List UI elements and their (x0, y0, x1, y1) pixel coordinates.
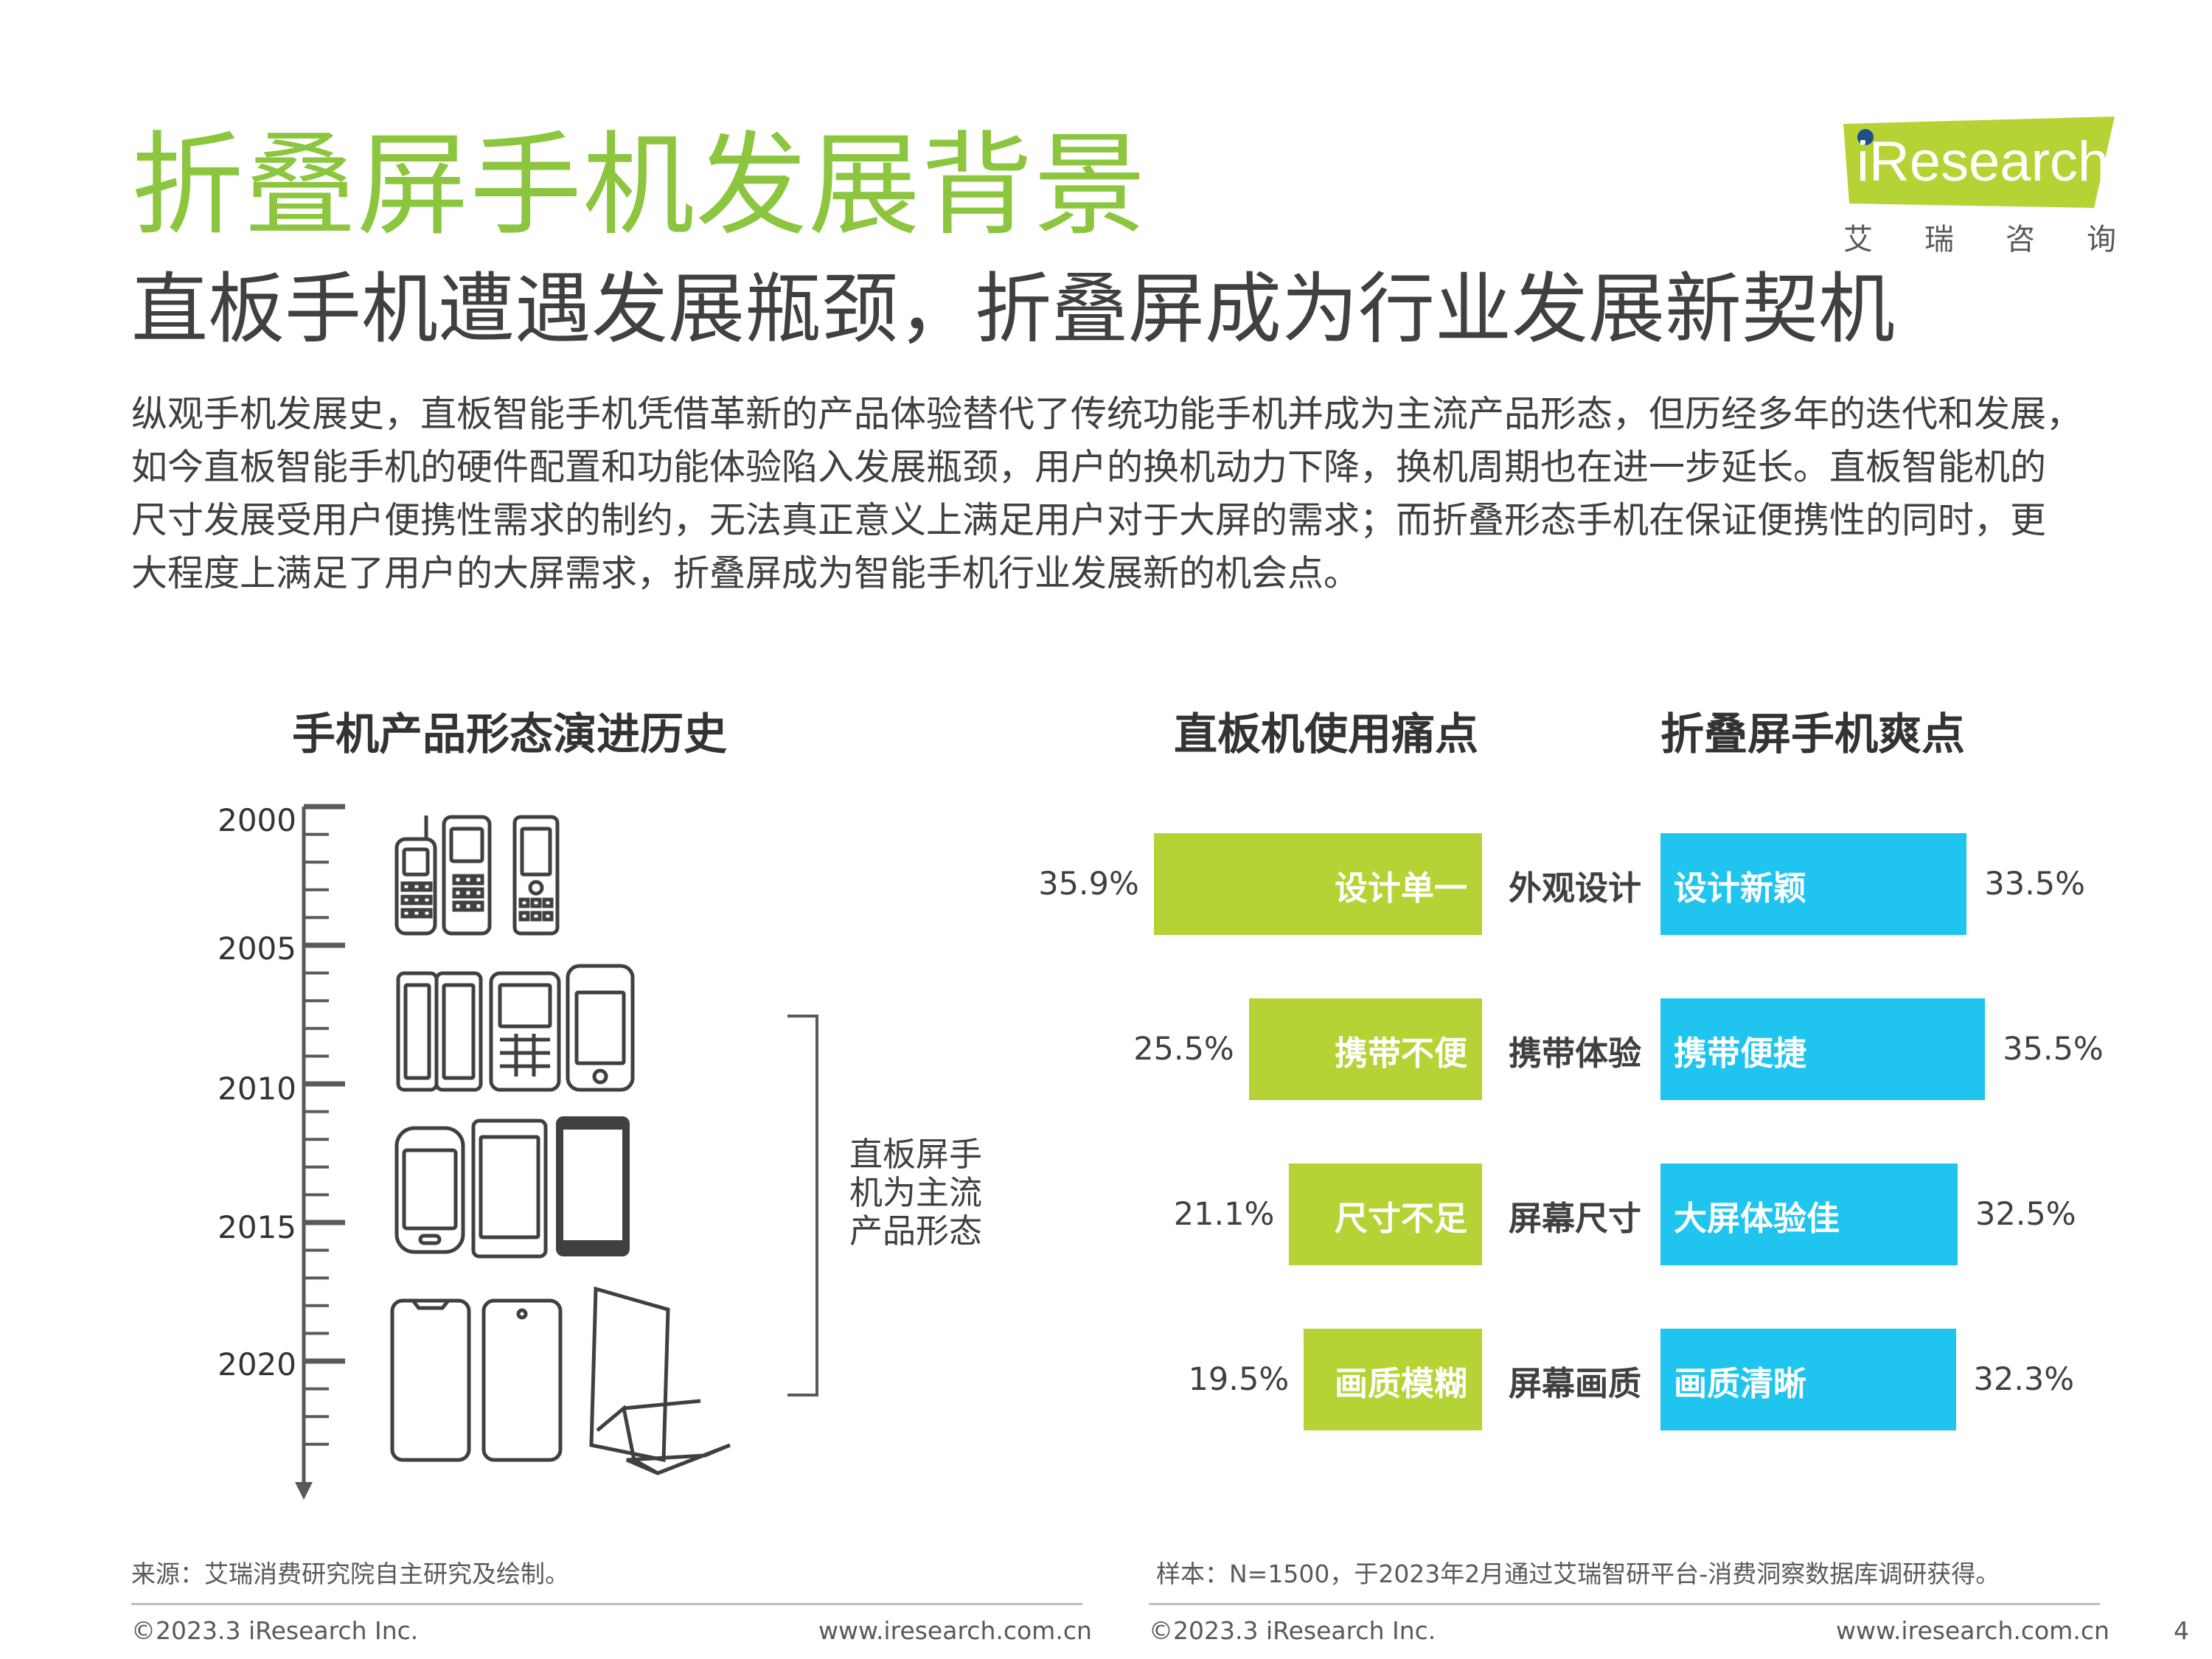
source-note: 来源：艾瑞消费研究院自主研究及绘制。 (131, 1559, 569, 1588)
flip-phone-icon (442, 815, 492, 936)
timeline-illustration (295, 804, 818, 1500)
logo-cn-char: 询 (2087, 223, 2116, 257)
copyright-right: ©2023.3 iResearch Inc. (1149, 1616, 1436, 1645)
pain-bar-label: 设计单一 (1334, 869, 1467, 908)
gain-value-label: 33.5% (1984, 866, 2085, 902)
category-label: 外观设计 (1509, 869, 1642, 908)
url-left[interactable]: www.iresearch.com.cn (818, 1616, 1092, 1645)
feature-phone-icon (394, 815, 437, 936)
logo-cn-char: 瑞 (1924, 223, 1954, 257)
page-subtitle: 直板手机遭遇发展瓶颈，折叠屏成为行业发展新契机 (131, 264, 1896, 354)
year-label: 2020 (218, 1346, 296, 1382)
year-label: 2010 (218, 1071, 296, 1107)
gain-bar (1660, 1164, 1958, 1265)
page-number: 4 (2174, 1616, 2189, 1645)
intro-line: 大程度上满足了用户的大屏需求，折叠屏成为智能手机行业发展新的机会点。 (131, 552, 1360, 594)
intro-paragraph: 纵观手机发展史，直板智能手机凭借革新的产品体验替代了传统功能手机并成为主流产品形… (131, 388, 2137, 600)
page-title: 折叠屏手机发展背景 (131, 120, 1147, 251)
pain-bar (1289, 1164, 1482, 1265)
year-label: 2015 (218, 1209, 296, 1245)
logo-cn-char: 艾 (1843, 223, 1873, 257)
pain-bar (1248, 998, 1482, 1100)
gain-bar-label: 大屏体验佳 (1674, 1199, 1840, 1238)
pain-bar-label: 画质模糊 (1334, 1364, 1467, 1403)
bracket-shape (787, 1015, 818, 1397)
bracket-label-line: 机为主流 (849, 1173, 983, 1212)
footer-divider-left (131, 1603, 1082, 1605)
pain-title: 直板机使用痛点 (1174, 709, 1479, 759)
year-label: 2000 (218, 802, 296, 838)
pain-value-label: 19.5% (1188, 1361, 1290, 1398)
fullscreen-phone-icon (556, 1116, 630, 1256)
gain-value-label: 32.3% (1973, 1361, 2075, 1398)
logo-cn-char: 咨 (2006, 223, 2035, 257)
gain-value-label: 35.5% (2003, 1031, 2104, 1068)
early-smartphone-icon (566, 964, 635, 1092)
pain-bar (1304, 1329, 1482, 1430)
sample-note: 样本：N=1500，于2023年2月通过艾瑞智研平台-消费洞察数据库调研获得。 (1156, 1559, 2000, 1588)
category-label: 携带体验 (1509, 1034, 1642, 1073)
gain-bar-label: 画质清晰 (1674, 1364, 1807, 1403)
logo-cn: 艾 瑞 咨 询 (1843, 215, 2116, 258)
bracket-label-line: 产品形态 (849, 1211, 983, 1251)
timeline-title: 手机产品形态演进历史 (292, 709, 728, 759)
gain-bar (1660, 833, 1967, 935)
intro-line: 如今直板智能手机的硬件配置和功能体验陷入发展瓶颈，用户的换机动力下降，换机周期也… (131, 446, 2047, 488)
candybar-phone-icon (512, 815, 560, 936)
intro-line: 尺寸发展受用户便携性需求的制约，无法真正意义上满足用户对于大屏的需求；而折叠形态… (131, 499, 2047, 541)
bracket-label: 直板屏手 机为主流 产品形态 (849, 1135, 982, 1251)
gain-value-label: 32.5% (1975, 1196, 2076, 1233)
qwerty-phone-icon (489, 971, 561, 1092)
pain-value-label: 25.5% (1133, 1031, 1234, 1068)
timeline-arrow-icon (295, 1482, 313, 1500)
gain-bar (1660, 998, 1986, 1100)
category-label: 屏幕尺寸 (1509, 1199, 1642, 1238)
smartphone-icon (394, 1126, 465, 1254)
foldable-phone-icon (589, 1286, 731, 1475)
logo-shape (1843, 116, 2115, 208)
pain-value-label: 21.1% (1173, 1196, 1275, 1233)
gain-bar-label: 设计新颖 (1674, 869, 1807, 908)
punch-hole-phone-icon (481, 1298, 563, 1462)
url-right[interactable]: www.iresearch.com.cn (1836, 1616, 2110, 1645)
category-label: 屏幕画质 (1509, 1364, 1642, 1403)
pain-bar-label: 携带不便 (1334, 1034, 1467, 1073)
gain-title: 折叠屏手机爽点 (1660, 709, 1966, 759)
slider-phone-icon (396, 971, 483, 1092)
copyright-left: ©2023.3 iResearch Inc. (131, 1616, 419, 1645)
gain-bar-label: 携带便捷 (1674, 1034, 1807, 1073)
gain-bar (1660, 1329, 1956, 1430)
footer-divider-right (1149, 1603, 2100, 1605)
bracket-label-line: 直板屏手 (849, 1135, 983, 1174)
touchscreen-phone-icon (471, 1119, 548, 1259)
year-label: 2005 (218, 931, 296, 967)
pain-bar-label: 尺寸不足 (1334, 1199, 1467, 1238)
notch-phone-icon (390, 1298, 471, 1462)
pain-bar (1153, 833, 1482, 935)
logo-text: iResearch (1857, 131, 2110, 193)
pain-value-label: 35.9% (1038, 866, 1139, 902)
intro-line: 纵观手机发展史，直板智能手机凭借革新的产品体验替代了传统功能手机并成为主流产品形… (131, 393, 2083, 435)
